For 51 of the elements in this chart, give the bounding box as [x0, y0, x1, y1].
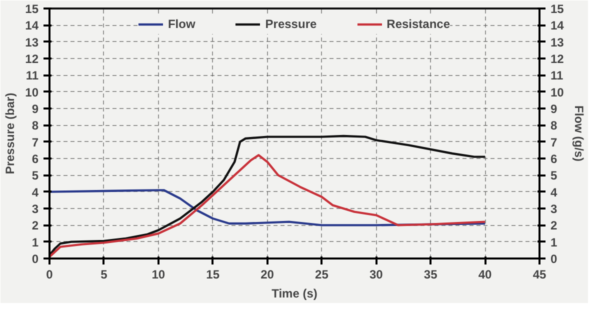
y-tick-label: 8 [32, 118, 39, 133]
y2-tick-label: 13 [550, 35, 564, 50]
y-tick-label: 7 [32, 135, 39, 150]
line-series [50, 154, 486, 258]
y-tick-label: 10 [25, 85, 39, 100]
y-tick-label: 6 [32, 152, 39, 166]
y2-tick-label: 0 [550, 252, 558, 266]
x-tick-label: 5 [100, 268, 108, 282]
y2-tick-label: 11 [550, 68, 564, 83]
legend-label: Flow [168, 17, 196, 31]
legend-label: Pressure [265, 17, 317, 31]
y2-tick-label: 5 [550, 168, 558, 183]
y2-tick-label: 2 [550, 218, 558, 233]
x-tick-label: 40 [478, 268, 492, 282]
y2-tick-label: 12 [550, 52, 564, 66]
y-tick-label: 1 [32, 235, 39, 250]
x-tick-label: 25 [315, 268, 329, 282]
y2-tick-label: 7 [550, 135, 558, 150]
y-tick-label: 13 [25, 35, 39, 50]
y-tick-label: 5 [32, 168, 39, 183]
y-tick-label: 9 [32, 102, 39, 116]
x-tick-label: 35 [424, 268, 438, 282]
y2-tick-label: 15 [550, 2, 564, 16]
x-axis-title: Time (s) [272, 286, 318, 300]
y-tick-label: 11 [26, 68, 39, 83]
x-tick-label: 30 [369, 268, 384, 282]
y2-tick-label: 4 [550, 185, 558, 200]
y-tick-label: 3 [32, 202, 39, 216]
y2-tick-label: 14 [550, 18, 564, 33]
x-tick-label: 0 [46, 268, 54, 282]
legend-label: Resistance [386, 17, 450, 31]
x-tick-label: 20 [260, 268, 274, 282]
x-tick-label: 10 [152, 268, 166, 282]
line-series [50, 134, 486, 256]
y2-tick-label: 9 [550, 102, 558, 116]
y2-tick-label: 1 [550, 235, 558, 250]
y-axis-title: Pressure (bar) [3, 92, 18, 174]
y2-tick-label: 6 [550, 152, 558, 166]
y-tick-label: 15 [25, 2, 39, 16]
y-tick-label: 12 [25, 52, 39, 66]
y-tick-label: 4 [32, 185, 39, 200]
y2-axis-title: Flow (g/s) [572, 106, 586, 162]
y2-tick-label: 10 [550, 85, 564, 100]
y-tick-label: 2 [32, 218, 39, 233]
y2-tick-label: 8 [550, 118, 558, 133]
line-series [50, 189, 486, 226]
y-tick-label: 14 [25, 18, 39, 33]
x-tick-label: 15 [206, 268, 220, 282]
y2-tick-label: 3 [550, 202, 558, 216]
x-tick-label: 45 [532, 268, 546, 282]
y-tick-label: 0 [32, 252, 39, 266]
